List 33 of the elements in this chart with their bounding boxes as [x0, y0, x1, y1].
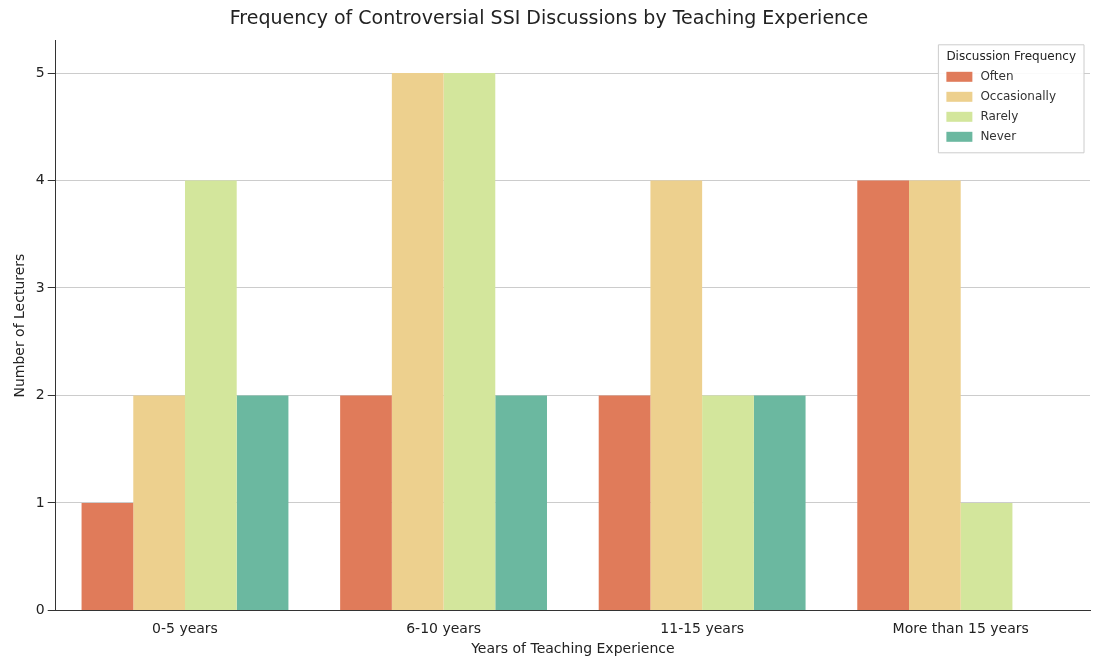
- y-tick-label: 3: [35, 278, 45, 295]
- chart-title: Frequency of Controversial SSI Discussions by Teaching Experience: [229, 6, 869, 29]
- x-tick-label: More than 15 years: [892, 620, 1029, 637]
- y-tick-label: 5: [35, 63, 45, 80]
- bar: [702, 395, 754, 610]
- legend-label: Rarely: [980, 108, 1019, 123]
- bar: [598, 395, 651, 610]
- y-tick-label: 2: [35, 386, 45, 403]
- bar: [133, 395, 185, 610]
- x-tick-label: 0-5 years: [152, 620, 218, 637]
- bar: [650, 180, 703, 610]
- bar: [960, 502, 1013, 610]
- y-axis-title: Number of Lecturers: [11, 253, 28, 398]
- bar: [340, 395, 392, 610]
- legend-label: Occasionally: [980, 88, 1057, 103]
- bar: [184, 180, 237, 610]
- x-tick-label: 6-10 years: [406, 620, 481, 637]
- legend-title: Discussion Frequency: [946, 48, 1076, 63]
- bar: [857, 180, 909, 610]
- bar: [81, 502, 134, 610]
- y-tick-label: 4: [35, 171, 45, 188]
- bar: [443, 73, 496, 610]
- bar: [391, 73, 444, 610]
- y-tick-label: 0: [35, 601, 45, 618]
- x-axis-title: Years of Teaching Experience: [470, 640, 675, 657]
- bar: [909, 180, 961, 610]
- bar: [236, 395, 289, 610]
- y-tick-label: 1: [35, 493, 45, 510]
- bar: [495, 395, 547, 610]
- bar: [753, 395, 806, 610]
- x-tick-label: 11-15 years: [660, 620, 744, 637]
- legend-label: Never: [980, 128, 1017, 143]
- legend-label: Often: [980, 68, 1014, 83]
